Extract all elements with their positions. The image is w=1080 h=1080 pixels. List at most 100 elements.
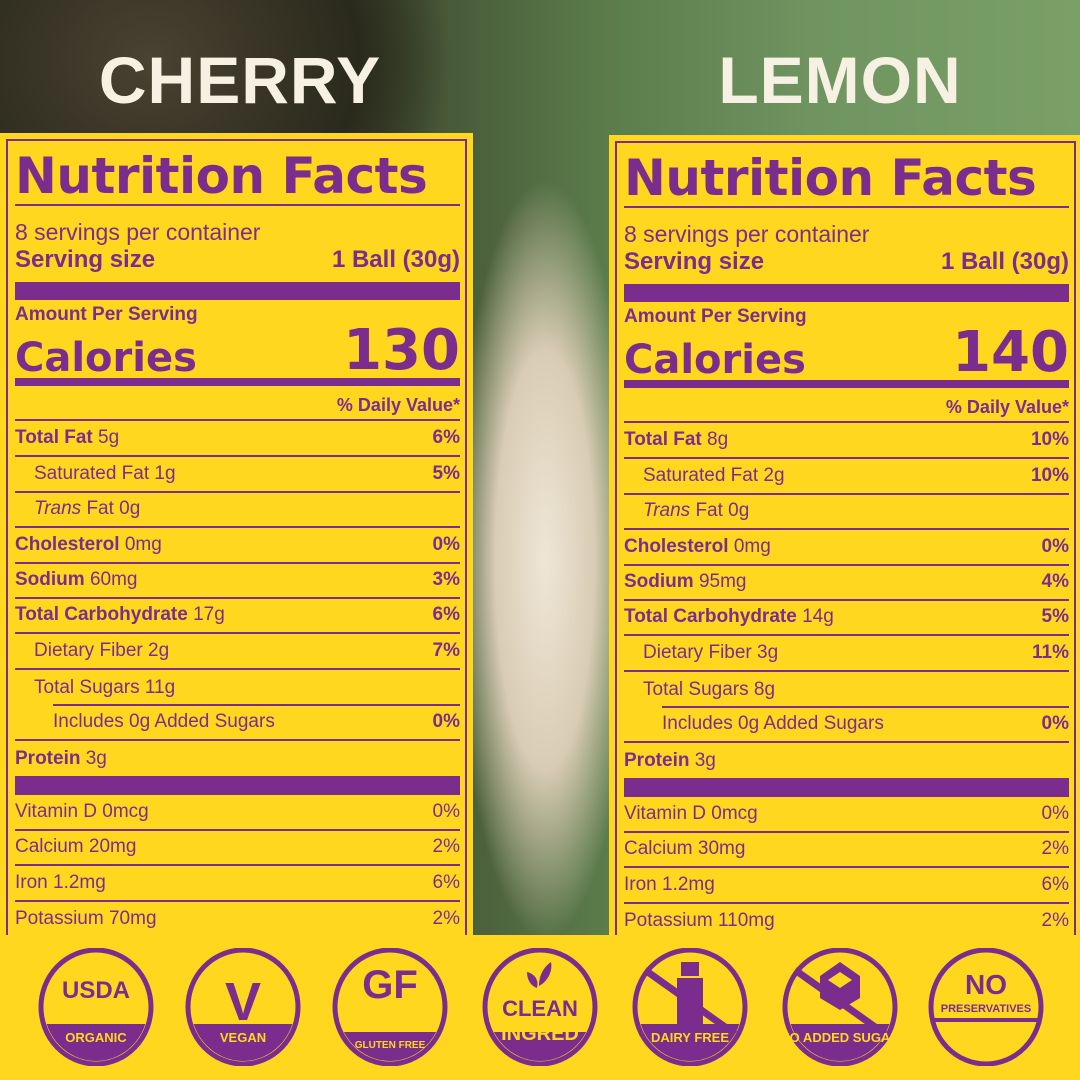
amount-per-serving: Amount Per Serving: [15, 304, 198, 325]
nutrient-daily-value: 0%: [1041, 713, 1069, 734]
nutrient-name: Sodium: [624, 571, 694, 592]
vitamin-row: Potassium 110mg 2%: [624, 903, 1069, 939]
certification-badges: USDA ORGANIC V VEGAN GF GLUTEN FREE CLEA…: [0, 935, 1080, 1080]
vitamin-row: Calcium 20mg 2%: [15, 830, 460, 866]
indented-divider: [662, 706, 1069, 708]
nutrient-daily-value: 0%: [432, 711, 460, 732]
vitamin-row: Iron 1.2mg 6%: [15, 866, 460, 902]
nutrient-amount: 60mg: [89, 569, 138, 590]
vitamin-name: Potassium 70mg: [15, 908, 157, 929]
vitamin-daily-value: 2%: [432, 908, 460, 929]
daily-value-header: % Daily Value*: [336, 395, 460, 415]
nutrient-daily-value: 7%: [432, 640, 460, 661]
nutrient-name: Total Carbohydrate: [624, 606, 797, 627]
serving-size-value: 1 Ball (30g): [940, 248, 1069, 275]
nutrient-row: Total Fat 8g 10%: [624, 423, 1069, 459]
vitamin-daily-value: 2%: [1041, 838, 1069, 859]
no-preservatives-icon: NO PRESERVATIVES: [927, 947, 1045, 1067]
divider: [624, 206, 1069, 208]
vitamin-row: Potassium 70mg 2%: [15, 901, 460, 937]
nutrient-daily-value: 4%: [1041, 571, 1069, 592]
nutrient-row: Total Sugars 11g: [15, 670, 460, 706]
nutrient-amount: 3g: [85, 748, 107, 769]
nutrient-daily-value: 6%: [432, 604, 460, 625]
nutrient-row: Includes 0g Added Sugars 0%: [624, 707, 1069, 743]
badge-top-text: USDA: [62, 977, 130, 1004]
badge-bottom-text: NO ADDED SUGAR: [781, 1030, 899, 1045]
badge-top-text: CLEAN: [502, 996, 578, 1021]
badge-top-text: NO: [965, 969, 1007, 1000]
badge-bottom-text: DAIRY FREE: [651, 1030, 729, 1045]
badge-bottom-text: PRESERVATIVES: [941, 1003, 1031, 1015]
vitamin-daily-value: 6%: [432, 872, 460, 893]
vitamin-name: Calcium 20mg: [15, 836, 137, 857]
calories-row: Calories 130: [15, 321, 460, 382]
clean-ingredients-icon: CLEAN INGRED: [481, 947, 599, 1067]
serving-size-label: Serving size: [624, 248, 765, 275]
nutrient-row: Saturated Fat 1g 5%: [15, 457, 460, 493]
nutrient-name: Dietary Fiber 2g: [34, 640, 170, 661]
badge-top-text: GF: [362, 963, 418, 1007]
serving-size: Serving size 1 Ball (30g): [624, 248, 1069, 276]
nutrient-name: Dietary Fiber 3g: [643, 642, 779, 663]
nutrient-name: Total Fat: [15, 427, 93, 448]
vitamin-daily-value: 2%: [1041, 910, 1069, 931]
vitamin-daily-value: 0%: [1041, 803, 1069, 824]
nutrient-daily-value: 11%: [1032, 642, 1069, 663]
flavor-title-cherry: CHERRY: [98, 43, 382, 117]
thick-divider: [15, 282, 460, 300]
nutrient-amount: 5g: [98, 427, 120, 448]
nutrition-facts-title: Nutrition Facts: [15, 147, 428, 205]
nutrient-daily-value: 5%: [432, 463, 460, 484]
divider: [624, 421, 1069, 423]
nutrient-amount: 0mg: [124, 534, 162, 555]
nutrition-panel-cherry: Nutrition Facts 8 servings per container S…: [0, 133, 473, 938]
nutrient-name: Saturated Fat 2g: [643, 465, 785, 486]
badge-bottom-text: VEGAN: [220, 1030, 266, 1045]
vitamin-row: Iron 1.2mg 6%: [624, 868, 1069, 904]
nutrient-name: Trans: [643, 500, 691, 521]
nutrient-amount: 17g: [193, 604, 225, 625]
calories-value: 140: [952, 320, 1069, 385]
nutrient-amount: Fat 0g: [86, 498, 141, 519]
gluten-free-icon: GF GLUTEN FREE: [331, 947, 449, 1067]
nutrient-name: Total Sugars 11g: [34, 677, 176, 698]
no-added-sugar-icon: NO ADDED SUGAR: [780, 947, 900, 1067]
vitamin-name: Vitamin D 0mcg: [624, 803, 758, 824]
vitamin-name: Vitamin D 0mcg: [15, 801, 149, 822]
servings-per-container: 8 servings per container: [624, 221, 870, 247]
divider: [15, 419, 460, 421]
vitamin-name: Iron 1.2mg: [15, 872, 106, 893]
nutrient-name: Includes 0g Added Sugars: [53, 711, 275, 732]
vitamin-name: Iron 1.2mg: [624, 874, 715, 895]
amount-per-serving: Amount Per Serving: [624, 306, 807, 327]
badge-bottom-text: GLUTEN FREE: [355, 1040, 426, 1051]
flavor-title-lemon: LEMON: [718, 43, 962, 117]
nutrient-row: Sodium 95mg 4%: [624, 565, 1069, 601]
nutrient-row: Trans Fat 0g: [15, 492, 460, 528]
nutrient-row: Cholesterol 0mg 0%: [15, 528, 460, 564]
daily-value-header: % Daily Value*: [945, 397, 1069, 417]
vitamin-name: Calcium 30mg: [624, 838, 746, 859]
nutrient-row: Protein 3g: [624, 743, 1069, 779]
vitamin-row: Vitamin D 0mcg 0%: [15, 795, 460, 831]
nutrition-facts-title: Nutrition Facts: [624, 149, 1037, 207]
panel-border: [6, 139, 467, 938]
panel-border: [615, 141, 1076, 940]
nutrient-name: Includes 0g Added Sugars: [662, 713, 884, 734]
badge-bottom-text: ORGANIC: [65, 1030, 127, 1045]
thick-divider: [624, 778, 1069, 797]
badge-bottom-text: INGRED: [501, 1023, 579, 1045]
medium-divider: [15, 378, 460, 386]
nutrient-row: Total Fat 5g 6%: [15, 421, 460, 457]
nutrient-row: Cholesterol 0mg 0%: [624, 530, 1069, 566]
thick-divider: [624, 284, 1069, 302]
servings-per-container: 8 servings per container: [15, 219, 261, 245]
nutrient-row: Includes 0g Added Sugars 0%: [15, 705, 460, 741]
nutrient-daily-value: 0%: [432, 534, 460, 555]
nutrient-daily-value: 3%: [432, 569, 460, 590]
serving-size-value: 1 Ball (30g): [331, 246, 460, 273]
calories-label: Calories: [624, 337, 806, 383]
nutrient-name: Cholesterol: [624, 536, 729, 557]
vitamin-daily-value: 6%: [1041, 874, 1069, 895]
